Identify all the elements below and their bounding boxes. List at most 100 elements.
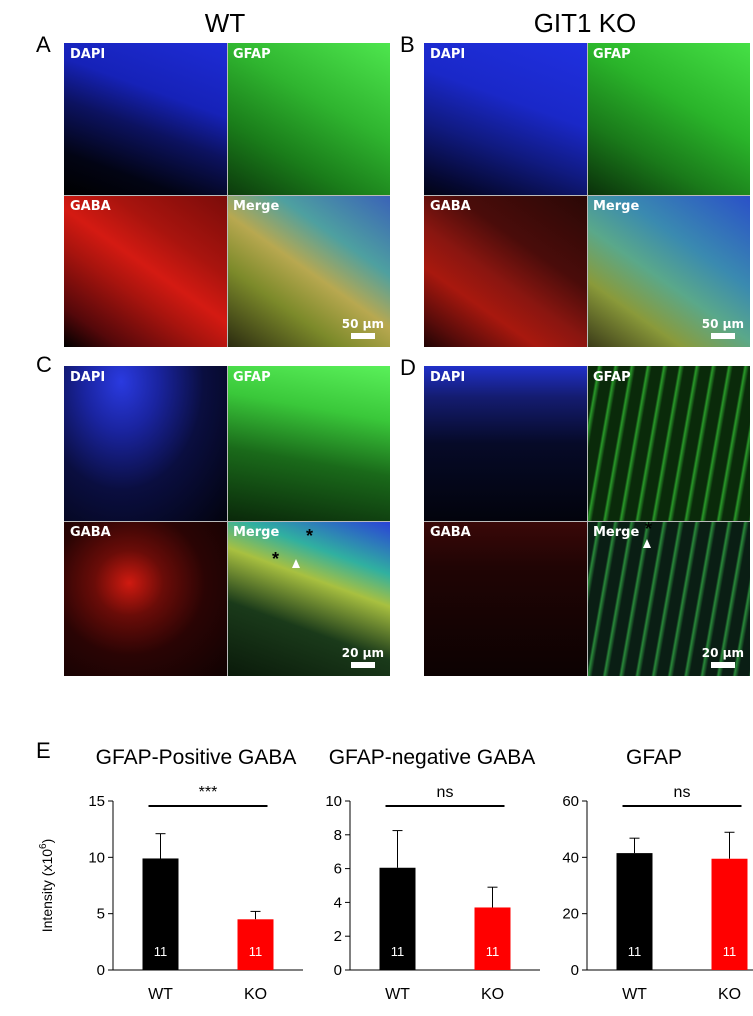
panel-a-scale-bar-line — [350, 333, 375, 339]
panel-d-gfap-tile: GFAP — [587, 366, 750, 521]
panel-a-divider-h — [64, 195, 390, 196]
panel-a-gaba-tile: GABA — [64, 195, 227, 347]
panel-letter-a: A — [36, 32, 51, 57]
panel-b-scale-bar-line — [710, 333, 735, 339]
chart-3-bar-ko — [711, 858, 748, 970]
panel-a-gfap-tile: GFAP — [227, 43, 390, 195]
panel-d-dapi-label: DAPI — [430, 370, 466, 385]
panel-d-scale-bar-label: 20 µm — [701, 646, 744, 660]
panel-c-arrowhead-icon — [292, 559, 300, 568]
panel-letter-e: E — [36, 738, 51, 763]
chart-2-bar-wt — [379, 867, 416, 970]
chart-2-y-tick-label: 8 — [334, 827, 342, 844]
chart-1-x-tick-label: WT — [148, 986, 173, 1003]
panel-c-dapi-tile: DAPI — [64, 366, 227, 521]
chart-3-y-tick-label: 20 — [562, 906, 579, 923]
chart-3-x-tick-label: KO — [718, 986, 741, 1003]
panel-a-dapi-tile: DAPI — [64, 43, 227, 195]
panel-c-dapi-label: DAPI — [70, 370, 106, 385]
panel-a-scale-bar-label: 50 µm — [341, 317, 384, 331]
chart-1-bar-wt — [142, 858, 179, 970]
panel-c-gfap-label: GFAP — [233, 370, 271, 385]
panel-b-gfap-tile: GFAP — [587, 43, 750, 195]
panel-b-merge-tile: Merge 50 µm — [587, 195, 750, 347]
chart-3-x-tick-label: WT — [622, 986, 647, 1003]
panel-d-gfap-label: GFAP — [593, 370, 631, 385]
panel-d-arrowhead-icon — [643, 539, 651, 548]
panel-c-gaba-label: GABA — [70, 525, 111, 540]
panel-b-scale-bar-label: 50 µm — [701, 317, 744, 331]
chart-3-n-label: 11 — [628, 944, 642, 959]
chart-3-y-tick-label: 40 — [562, 849, 579, 866]
chart-1-bar-ko — [237, 919, 274, 970]
chart-2-y-tick-label: 10 — [325, 793, 342, 810]
panel-a-micrograph: DAPI GFAP GABA Merge 50 µm — [64, 43, 390, 347]
chart-1-title: GFAP-Positive GABA — [96, 746, 297, 769]
panel-a-merge-label: Merge — [233, 199, 280, 214]
chart-3-significance-label: ns — [674, 784, 691, 801]
chart-1-y-tick-label: 10 — [88, 849, 105, 866]
panel-a-dapi-label: DAPI — [70, 47, 106, 62]
chart-2-y-tick-label: 6 — [334, 861, 342, 878]
panel-b-scale-bar: 50 µm — [702, 317, 744, 339]
panel-c-gfap-tile: GFAP — [227, 366, 390, 521]
panel-d-divider-h — [424, 521, 750, 522]
panel-d-merge-tile: Merge * 20 µm — [587, 521, 750, 676]
chart-2-y-tick-label: 4 — [334, 894, 342, 911]
panel-a-gfap-label: GFAP — [233, 47, 271, 62]
panel-b-dapi-tile: DAPI — [424, 43, 587, 195]
panel-c-gaba-tile: GABA — [64, 521, 227, 676]
chart-3-y-tick-label: 0 — [571, 962, 579, 979]
panel-d-scale-bar-line — [710, 662, 735, 668]
panel-d-gaba-tile: GABA — [424, 521, 587, 676]
panel-b-merge-label: Merge — [593, 199, 640, 214]
chart-2-n-label: 11 — [391, 944, 405, 959]
chart-3-n-label: 11 — [723, 944, 737, 959]
panel-c-micrograph: DAPI GFAP GABA Merge * * 20 µm — [64, 366, 390, 676]
panel-c-scale-bar: 20 µm — [342, 646, 384, 668]
panel-letter-d: D — [400, 355, 416, 380]
panel-c-merge-tile: Merge * * 20 µm — [227, 521, 390, 676]
panel-c-scale-bar-label: 20 µm — [341, 646, 384, 660]
panel-b-micrograph: DAPI GFAP GABA Merge 50 µm — [424, 43, 750, 347]
chart-3-bar-wt — [616, 853, 653, 970]
chart-1-y-axis-label: Intensity (x106) — [38, 839, 55, 933]
chart-1-n-label: 11 — [154, 944, 168, 959]
chart-3-y-tick-label: 60 — [562, 793, 579, 810]
panel-d-dapi-tile: DAPI — [424, 366, 587, 521]
chart-1-x-tick-label: KO — [244, 986, 267, 1003]
chart-2-title: GFAP-negative GABA — [329, 746, 536, 769]
chart-1-y-tick-label: 15 — [88, 793, 105, 810]
panel-b-divider-h — [424, 195, 750, 196]
panel-letter-b: B — [400, 32, 415, 57]
chart-1-n-label: 11 — [249, 944, 263, 959]
panel-b-gaba-label: GABA — [430, 199, 471, 214]
panel-a-scale-bar: 50 µm — [342, 317, 384, 339]
chart-2-significance-label: ns — [437, 784, 454, 801]
chart-2-y-tick-label: 2 — [334, 928, 342, 945]
chart-2-n-label: 11 — [486, 944, 500, 959]
ko-column-title: GIT1 KO — [533, 8, 637, 38]
panel-c-merge-label: Merge — [233, 525, 280, 540]
panel-c-asterisk-1: * — [272, 549, 280, 569]
panel-c-scale-bar-line — [350, 662, 375, 668]
chart-2-y-tick-label: 0 — [334, 962, 342, 979]
panel-a-gaba-label: GABA — [70, 199, 111, 214]
chart-2-x-tick-label: KO — [481, 986, 504, 1003]
chart-2-x-tick-label: WT — [385, 986, 410, 1003]
panel-d-asterisk: * — [645, 521, 653, 539]
panel-c-divider-h — [64, 521, 390, 522]
panel-c-asterisk-2: * — [306, 526, 314, 546]
panel-d-merge-label: Merge — [593, 525, 640, 540]
panel-d-gaba-label: GABA — [430, 525, 471, 540]
panel-d-scale-bar: 20 µm — [702, 646, 744, 668]
chart-3-title: GFAP — [626, 746, 682, 769]
panel-a-merge-tile: Merge 50 µm — [227, 195, 390, 347]
panel-letter-c: C — [36, 352, 52, 377]
panel-d-micrograph: DAPI GFAP GABA Merge * 20 µm — [424, 366, 750, 676]
chart-1-y-tick-label: 0 — [97, 962, 105, 979]
panel-b-gfap-label: GFAP — [593, 47, 631, 62]
wt-column-title: WT — [204, 8, 246, 38]
chart-1-significance-label: *** — [199, 784, 218, 801]
